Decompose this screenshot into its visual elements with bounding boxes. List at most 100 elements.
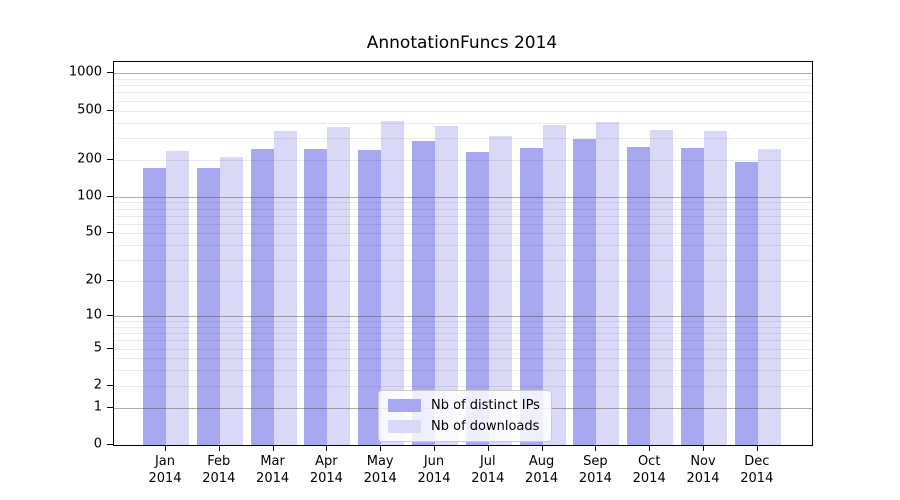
- y-tick: [107, 109, 113, 111]
- month-label: Jun: [423, 454, 445, 469]
- month-label: Aug: [528, 454, 555, 469]
- y-tick: [107, 195, 113, 197]
- bar-apr-distinct-ips: [304, 148, 328, 445]
- x-tick-label-jan: Jan 2014: [135, 453, 195, 487]
- bar-oct-downloads: [650, 129, 674, 445]
- x-tick: [272, 445, 274, 451]
- bar-nov-distinct-ips: [681, 147, 704, 445]
- month-label: May: [366, 454, 394, 469]
- y-tick-label: 5: [93, 340, 102, 356]
- legend-item-downloads: Nb of downloads: [388, 419, 540, 434]
- x-tick-label-sep: Sep 2014: [565, 453, 625, 487]
- y-tick-label: 100: [77, 188, 102, 204]
- y-tick: [107, 280, 113, 282]
- x-tick-label-aug: Aug 2014: [512, 453, 572, 487]
- bar-may-distinct-ips: [358, 149, 382, 445]
- year-label: 2014: [202, 471, 236, 486]
- x-tick: [703, 445, 704, 451]
- chart-title: AnnotationFuncs 2014: [366, 33, 558, 53]
- plot-area: Nb of distinct IPs Nb of downloads: [113, 61, 813, 446]
- y-tick: [107, 232, 113, 234]
- year-label: 2014: [363, 471, 397, 486]
- bar-apr-downloads: [327, 126, 351, 445]
- legend: Nb of distinct IPs Nb of downloads: [378, 390, 552, 442]
- x-tick-label-jun: Jun 2014: [404, 453, 464, 487]
- x-tick-label-apr: Apr 2014: [296, 453, 356, 487]
- bar-feb-distinct-ips: [196, 168, 220, 445]
- y-tick-label: 0: [93, 436, 102, 452]
- y-tick: [107, 444, 113, 445]
- bar-aug-downloads: [542, 125, 566, 445]
- year-label: 2014: [632, 471, 666, 486]
- month-label: Jan: [154, 454, 176, 469]
- y-tick-label: 10: [85, 307, 102, 323]
- bar-may-downloads: [381, 121, 405, 445]
- bar-jul-distinct-ips: [465, 152, 489, 445]
- x-tick: [326, 445, 328, 451]
- y-tick-label: 1: [93, 399, 102, 415]
- x-tick-label-mar: Mar 2014: [243, 453, 303, 487]
- month-label: Dec: [744, 454, 770, 469]
- month-label: Mar: [260, 454, 285, 469]
- year-label: 2014: [148, 471, 182, 486]
- x-tick: [380, 445, 382, 451]
- x-tick: [434, 445, 435, 451]
- x-tick-label-may: May 2014: [350, 453, 410, 487]
- bar-sep-distinct-ips: [573, 138, 597, 445]
- x-tick-label-nov: Nov 2014: [673, 453, 733, 487]
- month-label: Nov: [690, 454, 716, 469]
- x-tick: [541, 445, 543, 451]
- bars-layer: [114, 62, 812, 445]
- y-tick-label: 200: [77, 151, 102, 167]
- y-tick: [107, 158, 113, 160]
- bar-jun-distinct-ips: [412, 140, 435, 445]
- year-label: 2014: [740, 471, 774, 486]
- y-tick: [107, 315, 113, 316]
- x-tick-label-feb: Feb 2014: [189, 453, 249, 487]
- year-label: 2014: [256, 471, 290, 486]
- month-label: Apr: [315, 454, 338, 469]
- year-label: 2014: [578, 471, 612, 486]
- x-tick: [218, 445, 220, 451]
- y-tick: [107, 347, 113, 349]
- x-tick: [756, 445, 758, 451]
- bar-mar-downloads: [273, 131, 297, 445]
- month-label: Oct: [637, 454, 661, 469]
- bar-dec-downloads: [757, 148, 781, 445]
- x-tick: [165, 445, 166, 451]
- year-label: 2014: [525, 471, 559, 486]
- legend-item-distinct-ips: Nb of distinct IPs: [388, 398, 540, 413]
- x-tick-label-oct: Oct 2014: [619, 453, 679, 487]
- bar-feb-downloads: [219, 157, 243, 445]
- bar-oct-distinct-ips: [627, 146, 651, 445]
- y-tick-label: 50: [85, 224, 102, 240]
- y-tick-label: 1000: [68, 64, 102, 80]
- year-label: 2014: [309, 471, 343, 486]
- legend-swatch-downloads: [388, 420, 421, 433]
- x-tick: [595, 445, 597, 451]
- bar-nov-downloads: [704, 131, 727, 445]
- legend-label-distinct-ips: Nb of distinct IPs: [431, 398, 540, 413]
- bar-mar-distinct-ips: [250, 148, 274, 445]
- year-label: 2014: [686, 471, 720, 486]
- year-label: 2014: [471, 471, 505, 486]
- y-tick: [107, 406, 113, 408]
- bar-jun-downloads: [435, 125, 458, 445]
- year-label: 2014: [417, 471, 451, 486]
- bar-jan-distinct-ips: [143, 168, 166, 445]
- bar-sep-downloads: [596, 121, 620, 445]
- bar-dec-distinct-ips: [734, 162, 758, 445]
- x-tick-label-dec: Dec 2014: [727, 453, 787, 487]
- x-tick: [649, 445, 651, 451]
- month-label: Feb: [207, 454, 231, 469]
- month-label: Jul: [479, 454, 496, 469]
- y-tick-label: 20: [85, 272, 102, 288]
- y-tick: [107, 72, 113, 74]
- month-label: Sep: [583, 454, 608, 469]
- y-tick-label: 2: [93, 377, 102, 393]
- y-tick: [107, 384, 113, 386]
- bar-jan-downloads: [166, 151, 189, 445]
- y-tick-label: 500: [77, 102, 102, 117]
- x-tick-label-jul: Jul 2014: [458, 453, 518, 487]
